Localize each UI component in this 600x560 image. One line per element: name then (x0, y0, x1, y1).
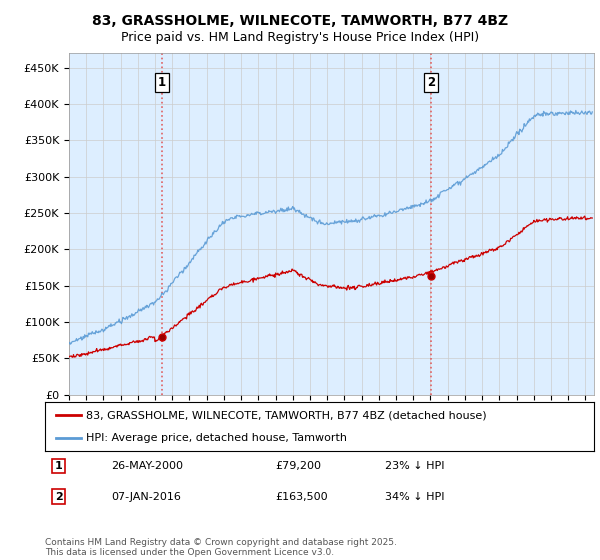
Text: 1: 1 (55, 461, 62, 471)
Text: HPI: Average price, detached house, Tamworth: HPI: Average price, detached house, Tamw… (86, 433, 347, 444)
Text: 83, GRASSHOLME, WILNECOTE, TAMWORTH, B77 4BZ: 83, GRASSHOLME, WILNECOTE, TAMWORTH, B77… (92, 14, 508, 28)
Text: 2: 2 (55, 492, 62, 502)
Text: Contains HM Land Registry data © Crown copyright and database right 2025.
This d: Contains HM Land Registry data © Crown c… (45, 538, 397, 557)
Text: 34% ↓ HPI: 34% ↓ HPI (385, 492, 445, 502)
Text: 26-MAY-2000: 26-MAY-2000 (111, 461, 183, 471)
Text: Price paid vs. HM Land Registry's House Price Index (HPI): Price paid vs. HM Land Registry's House … (121, 31, 479, 44)
Text: £163,500: £163,500 (275, 492, 328, 502)
Text: 07-JAN-2016: 07-JAN-2016 (111, 492, 181, 502)
Text: 23% ↓ HPI: 23% ↓ HPI (385, 461, 445, 471)
Text: 83, GRASSHOLME, WILNECOTE, TAMWORTH, B77 4BZ (detached house): 83, GRASSHOLME, WILNECOTE, TAMWORTH, B77… (86, 410, 487, 421)
Text: £79,200: £79,200 (275, 461, 322, 471)
Text: 1: 1 (158, 76, 166, 89)
Text: 2: 2 (427, 76, 435, 89)
